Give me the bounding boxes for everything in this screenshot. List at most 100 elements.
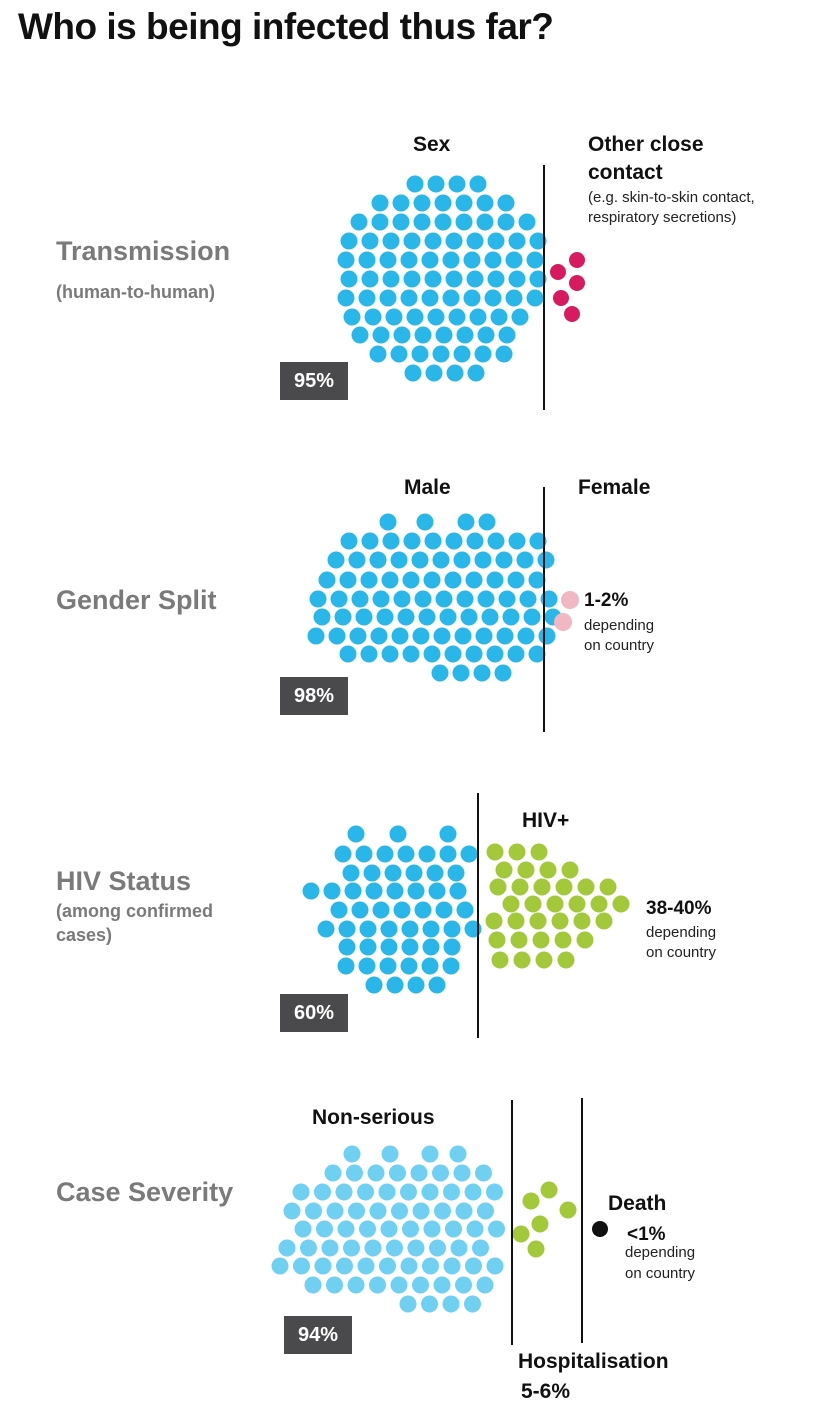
non-serious-dot: [412, 1276, 429, 1294]
non-serious-dot: [442, 1295, 460, 1313]
non-serious-dot: [422, 1257, 439, 1275]
male-dot: [502, 608, 520, 626]
other-contact-dot: [564, 306, 580, 322]
sex-dot: [364, 308, 382, 326]
male-dot: [423, 645, 441, 663]
other-percent: 38-40%: [646, 898, 712, 919]
male-dot: [452, 664, 470, 682]
hiv-positive-dot: [546, 895, 564, 913]
sex-dot: [497, 213, 515, 231]
male-dot: [537, 551, 555, 569]
hiv-positive-dot: [524, 895, 542, 913]
sex-dot: [529, 232, 547, 250]
sex-dot: [392, 194, 410, 212]
male-dot: [328, 627, 346, 645]
sex-dot: [382, 270, 400, 288]
hospitalisation-dot: [512, 1225, 530, 1243]
male-dot: [403, 532, 421, 550]
sex-dot: [385, 308, 403, 326]
sex-dot: [495, 345, 513, 363]
non-serious-dot: [389, 1164, 406, 1182]
hiv-negative-dot: [365, 882, 383, 900]
non-serious-dot: [324, 1164, 342, 1182]
sex-dot: [505, 251, 523, 269]
male-dot: [445, 532, 463, 550]
hiv-positive-dot: [491, 951, 509, 969]
divider-line: [543, 165, 545, 410]
section-title: Case Severity: [56, 1177, 234, 1207]
male-dot: [334, 608, 352, 626]
sex-dot: [369, 345, 387, 363]
male-dot: [481, 608, 499, 626]
male-dot: [460, 608, 478, 626]
sex-dot: [393, 326, 411, 344]
hiv-negative-dot: [460, 845, 478, 863]
sex-dot: [463, 251, 481, 269]
male-dot: [402, 571, 420, 589]
sex-dot: [337, 289, 355, 307]
non-serious-dot: [476, 1276, 494, 1294]
non-serious-dot: [337, 1220, 355, 1238]
hiv-positive-dot: [539, 861, 557, 879]
hiv-negative-dot: [426, 864, 444, 882]
non-serious-dot: [433, 1276, 451, 1294]
male-dot: [487, 532, 505, 550]
other-contact-dot: [569, 252, 585, 268]
male-dot: [349, 627, 367, 645]
hiv-positive-dot: [517, 861, 535, 879]
male-dot: [433, 627, 451, 645]
hiv-negative-dot: [334, 845, 352, 863]
male-dot: [432, 551, 450, 569]
hiv-positive-dot: [576, 931, 594, 949]
hiv-positive-dot: [555, 878, 573, 896]
sex-dot: [476, 194, 494, 212]
hiv-positive-dot: [573, 912, 591, 930]
sex-dot: [400, 251, 418, 269]
hiv-negative-dot: [393, 901, 411, 919]
male-dot: [307, 627, 325, 645]
male-dot: [411, 551, 429, 569]
hospitalisation-dot: [527, 1240, 545, 1258]
non-serious-dot: [488, 1220, 505, 1238]
male-dot: [382, 532, 400, 550]
hospitalisation-dot: [540, 1181, 558, 1199]
main-category-label: Sex: [413, 133, 451, 156]
sex-dot: [403, 232, 421, 250]
hiv-positive-dot: [568, 895, 586, 913]
male-dot: [370, 627, 388, 645]
hiv-positive-dot: [535, 951, 553, 969]
hiv-positive-dot: [529, 912, 547, 930]
sex-dot: [392, 213, 410, 231]
male-dot: [360, 571, 378, 589]
hiv-negative-dot: [428, 976, 446, 994]
other-category-note: (e.g. skin-to-skin contact,: [588, 189, 755, 206]
hiv-negative-dot: [372, 901, 390, 919]
hiv-negative-dot: [422, 938, 440, 956]
sex-dot: [484, 251, 502, 269]
hiv-positive-dot: [488, 931, 506, 949]
sex-dot: [424, 232, 442, 250]
male-dot: [456, 590, 474, 608]
non-serious-dot: [336, 1257, 353, 1275]
hiv-positive-dot: [485, 912, 503, 930]
hiv-positive-dot: [530, 843, 548, 861]
hiv-negative-dot: [330, 901, 348, 919]
other-contact-dot: [569, 275, 585, 291]
sex-dot: [427, 175, 445, 193]
hiv-negative-dot: [407, 976, 425, 994]
male-dot: [477, 590, 495, 608]
other-note-cont: on country: [646, 944, 717, 961]
hiv-negative-dot: [337, 957, 355, 975]
sex-dot: [411, 345, 429, 363]
hiv-negative-dot: [443, 938, 461, 956]
non-serious-dot: [472, 1239, 489, 1257]
sex-dot: [526, 289, 544, 307]
sex-dot: [371, 194, 389, 212]
hiv-negative-dot: [338, 920, 356, 938]
non-serious-dot: [402, 1220, 419, 1238]
male-dot: [478, 513, 496, 531]
hiv-positive-dot: [551, 912, 569, 930]
hiv-negative-dot: [414, 901, 432, 919]
non-serious-dot: [300, 1239, 317, 1257]
sex-dot: [358, 289, 376, 307]
